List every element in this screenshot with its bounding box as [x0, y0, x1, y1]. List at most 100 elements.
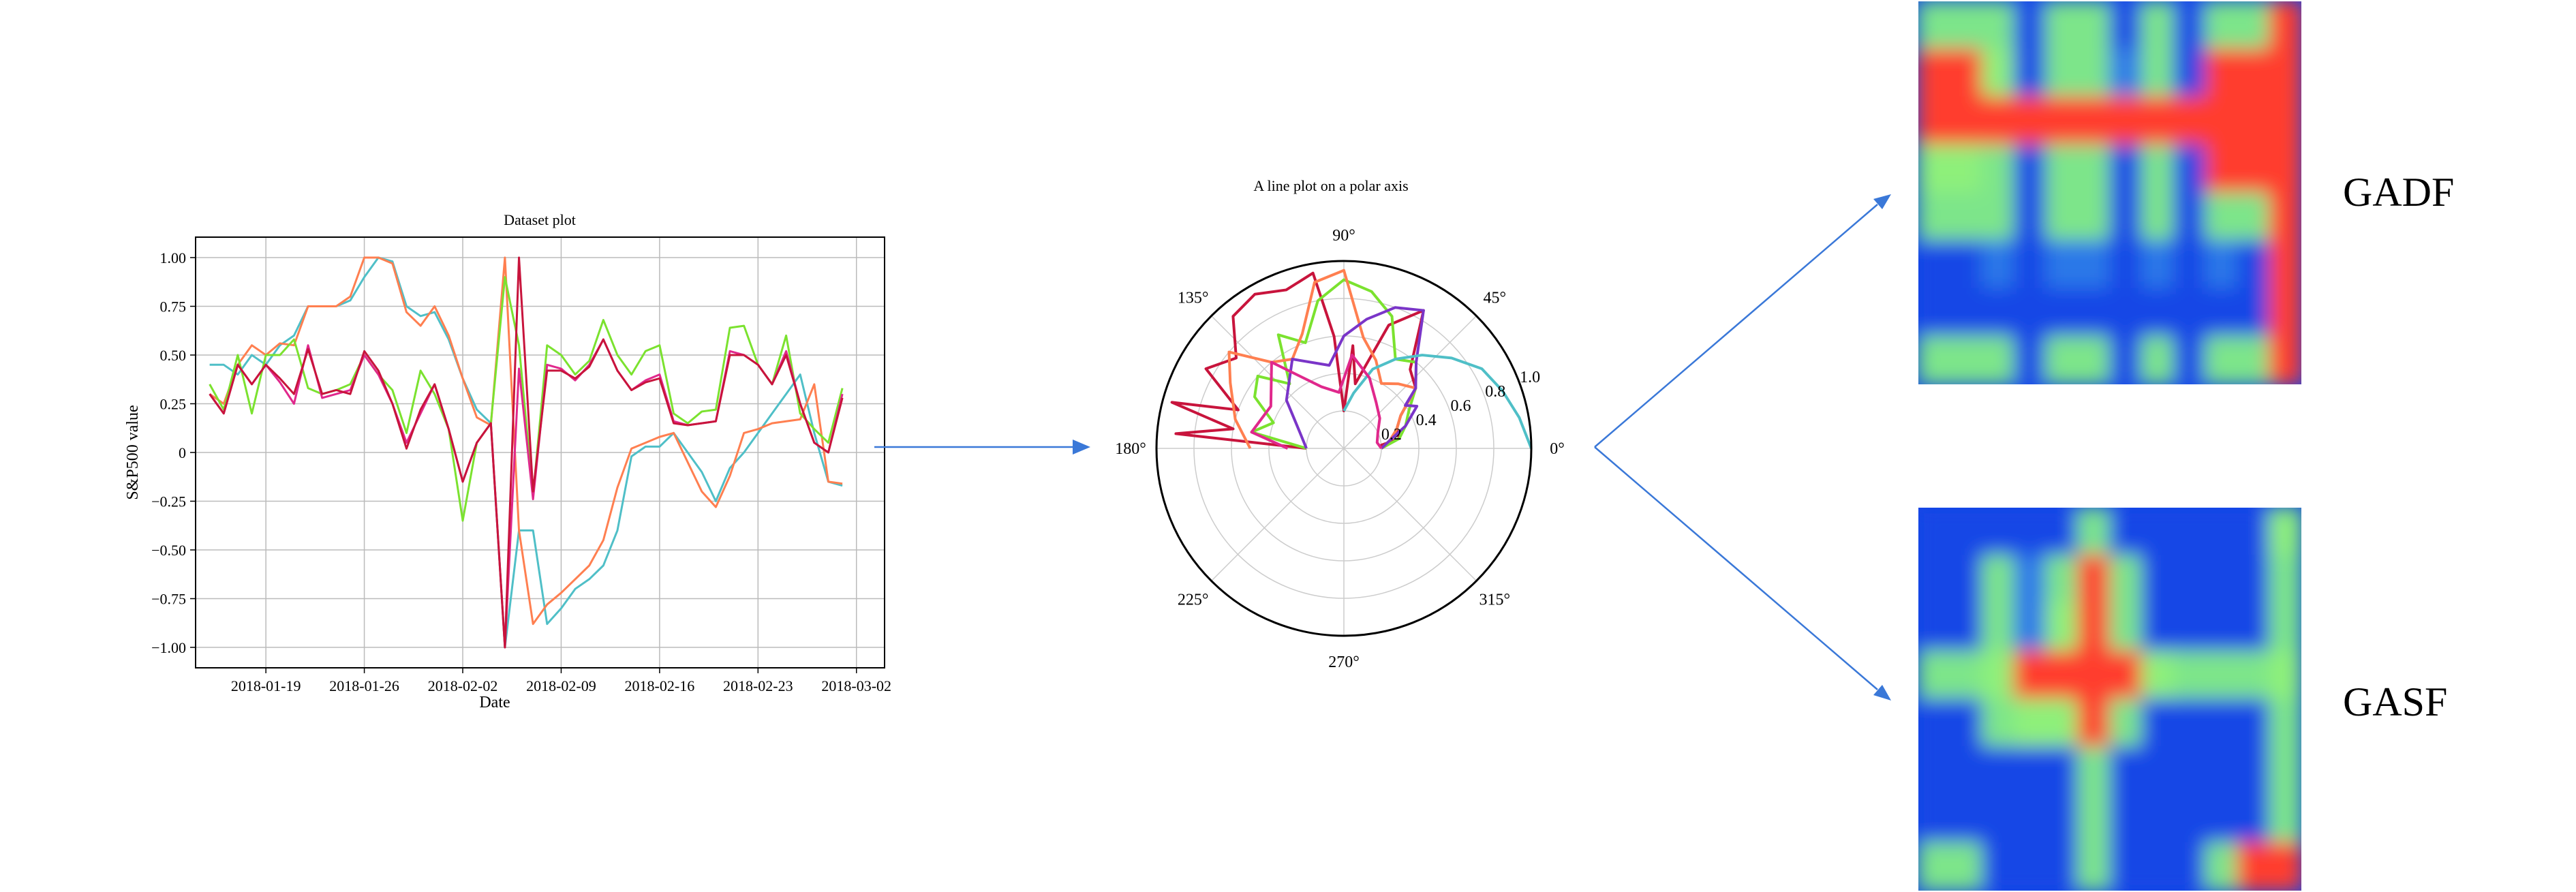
- heatmap-cell: [2269, 335, 2301, 384]
- heatmap-cell: [2173, 335, 2207, 384]
- heatmap-cell: [2141, 746, 2175, 796]
- heatmap-cell: [2109, 96, 2143, 146]
- heatmap-cell: [2013, 746, 2047, 796]
- heatmap-cell: [2269, 746, 2301, 796]
- heatmap-cell: [1949, 746, 1983, 796]
- heatmap-cell: [1981, 555, 2015, 604]
- heatmap-cell: [1918, 288, 1951, 337]
- heatmap-cell: [2237, 842, 2271, 891]
- heatmap-cell: [2269, 1, 2301, 50]
- heatmap-cell: [2269, 48, 2301, 98]
- heatmap-cell: [2205, 842, 2239, 891]
- heatmap-cell: [2205, 48, 2239, 98]
- heatmap-cell: [2173, 288, 2207, 337]
- heatmap-cell: [2205, 602, 2239, 652]
- heatmap-cell: [2077, 746, 2111, 796]
- heatmap-cell: [2173, 794, 2207, 844]
- y-tick-label: −0.50: [151, 542, 186, 559]
- heatmap-cell: [2237, 602, 2271, 652]
- heatmap-cell: [2205, 192, 2239, 242]
- polar-series-3: [1227, 268, 1417, 450]
- heatmap-cell: [2173, 96, 2207, 146]
- heatmap-cell: [1981, 96, 2015, 146]
- y-tick-label: 0.75: [160, 298, 187, 316]
- heatmap-cell: [2141, 144, 2175, 194]
- heatmap-cell: [1949, 698, 1983, 748]
- heatmap-cell: [1981, 335, 2015, 384]
- heatmap-cell: [2205, 96, 2239, 146]
- polar-angle-label: 0°: [1550, 440, 1565, 458]
- heatmap-cell: [2205, 240, 2239, 290]
- heatmap-cell: [2269, 144, 2301, 194]
- gasf-heatmap: [1918, 508, 2301, 891]
- heatmap-cell: [2013, 698, 2047, 748]
- heatmap-cell: [2269, 192, 2301, 242]
- heatmap-cell: [2045, 240, 2079, 290]
- heatmap-cell: [2045, 192, 2079, 242]
- heatmap-cell: [2269, 602, 2301, 652]
- line-series-2: [209, 256, 843, 626]
- line-series-5: [209, 256, 844, 649]
- polar-angle-label: 135°: [1178, 290, 1209, 307]
- x-tick-label: 2018-01-19: [231, 677, 301, 694]
- heatmap-cell: [2205, 746, 2239, 796]
- heatmap-cell: [2205, 555, 2239, 604]
- arrow-polar-to-gasf: [1594, 446, 1891, 701]
- heatmap-cell: [2173, 192, 2207, 242]
- heatmap-cell: [2173, 508, 2207, 557]
- heatmap-cell: [2045, 335, 2079, 384]
- heatmap-cell: [2077, 842, 2111, 891]
- heatmap-cell: [2141, 48, 2175, 98]
- heatmap-cell: [1949, 555, 1983, 604]
- polar-chart-series: [1170, 268, 1531, 450]
- heatmap-cell: [2237, 144, 2271, 194]
- heatmap-cell: [2237, 192, 2271, 242]
- polar-r-tick-label: 0.2: [1381, 426, 1402, 444]
- y-tick-label: 1.00: [160, 249, 187, 266]
- heatmap-cell: [2205, 288, 2239, 337]
- heatmap-cell: [2237, 555, 2271, 604]
- heatmap-cell: [2237, 1, 2271, 50]
- heatmap-cell: [2237, 96, 2271, 146]
- heatmap-cell: [2077, 48, 2111, 98]
- heatmap-cell: [1981, 1, 2015, 50]
- heatmap-cell: [2141, 192, 2175, 242]
- heatmap-cell: [1918, 48, 1951, 98]
- heatmap-cell: [2141, 96, 2175, 146]
- heatmap-cell: [2013, 794, 2047, 844]
- heatmap-cell: [2109, 288, 2143, 337]
- flow-arrows: [874, 194, 1891, 701]
- heatmap-cell: [2269, 842, 2301, 891]
- heatmap-cell: [2013, 48, 2047, 98]
- heatmap-cell: [2013, 335, 2047, 384]
- heatmap-cell: [2045, 602, 2079, 652]
- heatmap-cell: [2013, 240, 2047, 290]
- heatmap-cell: [1918, 1, 1951, 50]
- heatmap-cell: [2045, 746, 2079, 796]
- gasf-panel: GASF: [1918, 508, 2447, 891]
- line-chart-panel: Dataset plot 1.00 0.75 0.50 0.25 0 −0.25 −0.50…: [124, 211, 891, 711]
- line-series-3: [209, 276, 844, 522]
- line-chart-x-ticks: 2018-01-19 2018-01-26 2018-02-02 2018-02-09…: [231, 668, 891, 694]
- heatmap-cell: [1981, 794, 2015, 844]
- polar-series-6: [1250, 354, 1383, 450]
- heatmap-cell: [2141, 288, 2175, 337]
- heatmap-cell: [2141, 555, 2175, 604]
- heatmap-cell: [2077, 192, 2111, 242]
- heatmap-cell: [2109, 192, 2143, 242]
- gasf-label: GASF: [2343, 679, 2447, 724]
- heatmap-cell: [1949, 335, 1983, 384]
- heatmap-cell: [1949, 48, 1983, 98]
- heatmap-cell: [2109, 555, 2143, 604]
- heatmap-cell: [2205, 698, 2239, 748]
- heatmap-cell: [2205, 794, 2239, 844]
- heatmap-cell: [2237, 335, 2271, 384]
- heatmap-cell: [1918, 746, 1951, 796]
- polar-angle-label: 45°: [1484, 290, 1507, 307]
- heatmap-cell: [1918, 698, 1951, 748]
- heatmap-cell: [2013, 1, 2047, 50]
- heatmap-cell: [2141, 842, 2175, 891]
- heatmap-cell: [1949, 192, 1983, 242]
- heatmap-cell: [2045, 650, 2079, 700]
- polar-angle-label: 225°: [1178, 591, 1209, 609]
